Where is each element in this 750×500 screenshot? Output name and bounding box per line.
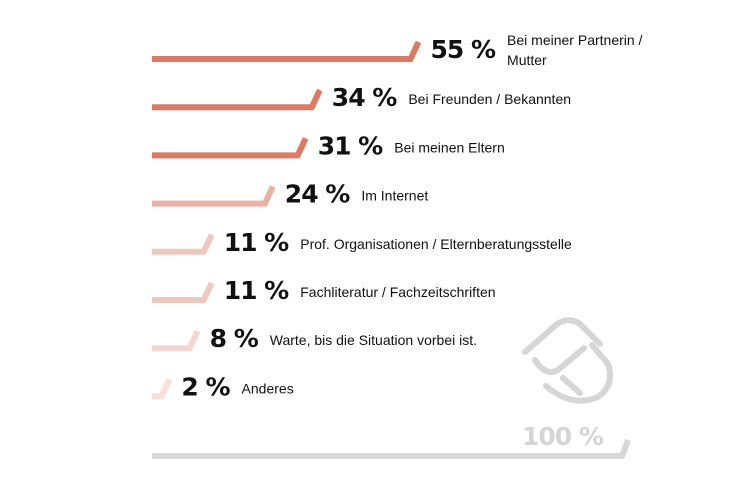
category-label-7: Warte, bis die Situation vorbei ist.: [270, 332, 477, 348]
bars-group: 55 % Bei meiner Partnerin / Mutter 34 % Bei …: [152, 32, 643, 401]
bar-6: [152, 281, 215, 303]
bar-1: [152, 40, 422, 62]
total-bar: [152, 438, 631, 459]
category-label-3: Bei meinen Eltern: [394, 139, 505, 155]
bar-5: [152, 233, 215, 255]
value-label-6: 11 %: [224, 276, 289, 305]
value-label-4: 24 %: [285, 180, 350, 209]
bar-3: [152, 137, 309, 159]
category-label-6: Fachliteratur / Fachzeitschriften: [300, 284, 495, 300]
bar-2: [152, 88, 323, 111]
bar-7: [152, 329, 201, 352]
category-label-2: Bei Freunden / Bekannten: [408, 91, 571, 107]
value-label-1: 55 %: [431, 35, 496, 64]
bar-8: [152, 378, 173, 400]
value-label-2: 34 %: [332, 83, 397, 112]
value-label-5: 11 %: [224, 228, 289, 257]
category-label-4: Im Internet: [361, 188, 428, 204]
category-label-1-line-1: Bei meiner Partnerin /: [507, 32, 643, 48]
value-label-3: 31 %: [318, 131, 383, 160]
value-label-8: 2 %: [181, 372, 230, 401]
category-label-8: Anderes: [242, 380, 294, 396]
total-bar-group: [152, 438, 631, 459]
category-label-1-line-2: Mutter: [507, 52, 547, 68]
bar-4: [152, 185, 276, 207]
category-label-5: Prof. Organisationen / Elternberatungsst…: [300, 236, 572, 252]
total-label: 100 %: [522, 422, 604, 451]
hands-icon: [522, 317, 613, 404]
value-label-7: 8 %: [210, 324, 259, 353]
